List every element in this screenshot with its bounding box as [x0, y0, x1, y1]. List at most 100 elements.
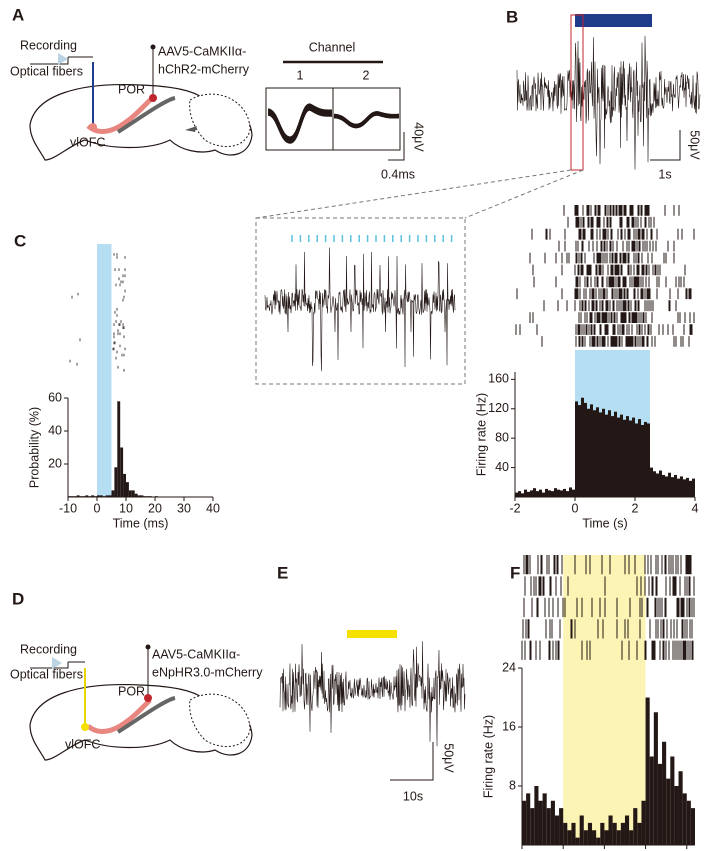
bar	[530, 490, 533, 497]
bar	[99, 495, 103, 497]
spike-raster	[532, 264, 686, 276]
stimulus-window	[563, 555, 646, 845]
bar	[638, 419, 641, 497]
trace	[279, 641, 466, 747]
bar	[659, 470, 662, 497]
bar	[575, 401, 578, 497]
bar	[599, 412, 602, 497]
x-tick-label: 40	[206, 501, 220, 515]
y-tick-label: 60	[48, 390, 62, 404]
spike-raster	[523, 597, 695, 618]
bar	[656, 473, 659, 497]
bar	[662, 474, 665, 497]
label: AAV5-CaMKIIα-	[152, 647, 240, 661]
bar	[527, 491, 530, 497]
bar	[567, 830, 572, 845]
spike-raster	[524, 576, 695, 596]
x-tick-label: 5	[601, 849, 608, 851]
spike-raster	[531, 228, 695, 240]
spike-raster	[113, 335, 125, 339]
spike-raster	[116, 256, 126, 259]
spike-raster	[120, 280, 124, 284]
bar	[533, 488, 536, 497]
spike-raster	[515, 324, 693, 335]
spike-raster	[122, 274, 126, 278]
y-axis-label: Probability (%)	[27, 407, 41, 488]
bar	[635, 423, 638, 497]
scale-bar	[650, 130, 681, 161]
bar	[608, 815, 613, 845]
bar	[551, 491, 554, 497]
y-tick-label: 120	[488, 401, 509, 415]
bar	[662, 741, 667, 845]
bar	[587, 408, 590, 497]
bar	[521, 493, 524, 497]
label: POR	[118, 684, 145, 698]
label: Channel	[309, 40, 356, 54]
bar	[584, 402, 587, 497]
bar	[653, 712, 658, 845]
bar	[579, 815, 584, 845]
panel-label: A	[12, 5, 24, 24]
bar	[587, 822, 593, 845]
panel-label: B	[506, 7, 518, 26]
bar	[608, 410, 611, 497]
bar	[641, 800, 646, 845]
bar	[620, 414, 623, 497]
bar	[644, 422, 647, 497]
bar	[134, 493, 138, 497]
bar	[539, 489, 542, 497]
stimulus-bar	[575, 14, 652, 27]
bar	[123, 473, 126, 497]
label: Recording	[20, 642, 77, 656]
bar	[637, 822, 642, 845]
bar	[616, 830, 621, 845]
bar	[571, 822, 576, 845]
label: Recording	[20, 38, 77, 52]
spike-raster	[558, 240, 675, 252]
spike-raster	[113, 323, 124, 326]
spike-raster	[113, 332, 121, 336]
bar	[653, 471, 656, 497]
bar	[534, 786, 539, 845]
bar	[583, 830, 588, 845]
y-axis-label: Firing rate (Hz)	[481, 715, 495, 798]
waveform	[267, 103, 333, 139]
label: POR	[118, 82, 145, 96]
bar	[548, 490, 551, 497]
bar	[557, 489, 560, 497]
bar	[91, 495, 95, 497]
spike-raster	[541, 336, 690, 347]
x-tick-label: 2	[632, 501, 639, 515]
bar	[526, 793, 531, 845]
x-axis-label: Time (s)	[582, 516, 627, 530]
bar	[665, 476, 668, 497]
bar	[515, 492, 518, 497]
bar	[683, 479, 686, 497]
bar	[690, 808, 695, 845]
bar	[524, 489, 527, 497]
label: 2	[363, 68, 370, 82]
bar	[678, 771, 683, 845]
bar	[620, 822, 625, 845]
scale-bar	[390, 742, 434, 781]
bar	[677, 478, 680, 497]
bar	[111, 490, 115, 497]
x-tick-label: 4	[692, 501, 699, 515]
panel-label: F	[510, 563, 520, 582]
bar	[641, 424, 644, 497]
x-tick-label: 10	[639, 849, 653, 851]
bar	[593, 410, 596, 497]
label: 0.4ms	[381, 167, 415, 181]
waveform	[333, 111, 400, 126]
bar	[85, 495, 89, 497]
bar	[692, 478, 695, 497]
bar	[117, 401, 121, 497]
x-tick-label: 10	[119, 501, 133, 515]
voltage-trace	[279, 641, 466, 747]
bar	[670, 756, 675, 845]
inset-box	[255, 217, 466, 385]
bar	[682, 793, 687, 845]
x-tick-label: 0	[94, 501, 101, 515]
x-tick-label: -10	[59, 501, 77, 515]
